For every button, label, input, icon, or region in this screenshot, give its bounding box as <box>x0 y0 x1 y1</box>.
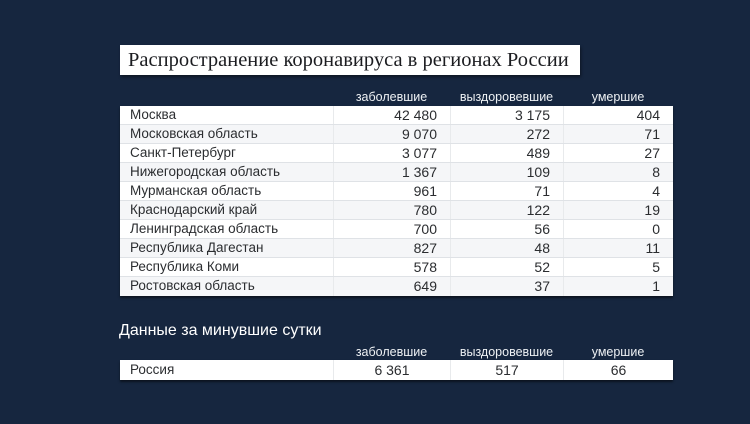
column-header-recovered: выздоровевшие <box>459 345 554 359</box>
infected-value: 780 <box>333 201 450 219</box>
regions-table-header: заболевшие выздоровевшие умершие <box>120 89 673 105</box>
table-row: Россия 6 361 517 66 <box>120 360 673 380</box>
recovered-value: 517 <box>450 360 563 380</box>
table-row: Ростовская область 649 37 1 <box>120 277 673 296</box>
country-name: Россия <box>130 362 175 377</box>
died-value: 1 <box>563 277 673 296</box>
table-row: Нижегородская область 1 367 109 8 <box>120 163 673 182</box>
infected-value: 961 <box>333 182 450 200</box>
column-header-died: умершие <box>591 90 645 104</box>
page-title: Распространение коронавируса в регионах … <box>120 45 580 75</box>
recovered-value: 3 175 <box>450 106 563 124</box>
recovered-value: 48 <box>450 239 563 257</box>
table-row: Краснодарский край 780 122 19 <box>120 201 673 220</box>
table-row: Санкт-Петербург 3 077 489 27 <box>120 144 673 163</box>
died-value: 66 <box>563 360 673 380</box>
infected-value: 9 070 <box>333 125 450 143</box>
recovered-value: 272 <box>450 125 563 143</box>
column-header-infected: заболевшие <box>355 345 428 359</box>
infected-value: 6 361 <box>333 360 450 380</box>
died-value: 0 <box>563 220 673 238</box>
region-name: Московская область <box>130 126 258 141</box>
died-value: 4 <box>563 182 673 200</box>
region-name: Мурманская область <box>130 183 262 198</box>
infected-value: 700 <box>333 220 450 238</box>
recovered-value: 109 <box>450 163 563 181</box>
daily-section-label: Данные за минувшие сутки <box>119 322 322 339</box>
table-row: Московская область 9 070 272 71 <box>120 125 673 144</box>
infected-value: 1 367 <box>333 163 450 181</box>
recovered-value: 489 <box>450 144 563 162</box>
died-value: 11 <box>563 239 673 257</box>
infected-value: 649 <box>333 277 450 296</box>
recovered-value: 56 <box>450 220 563 238</box>
recovered-value: 71 <box>450 182 563 200</box>
infected-value: 578 <box>333 258 450 276</box>
died-value: 27 <box>563 144 673 162</box>
table-row: Республика Дагестан 827 48 11 <box>120 239 673 258</box>
recovered-value: 52 <box>450 258 563 276</box>
died-value: 71 <box>563 125 673 143</box>
table-row: Москва 42 480 3 175 404 <box>120 106 673 125</box>
page-title-text: Распространение коронавируса в регионах … <box>128 49 569 71</box>
daily-table: Россия 6 361 517 66 <box>120 360 673 380</box>
recovered-value: 37 <box>450 277 563 296</box>
region-name: Краснодарский край <box>130 202 258 217</box>
region-name: Москва <box>130 107 177 122</box>
column-header-infected: заболевшие <box>355 90 428 104</box>
regions-table: Москва 42 480 3 175 404 Московская облас… <box>120 106 673 296</box>
column-header-country <box>120 344 333 360</box>
column-header-region <box>120 89 333 105</box>
infected-value: 42 480 <box>333 106 450 124</box>
infected-value: 827 <box>333 239 450 257</box>
died-value: 5 <box>563 258 673 276</box>
recovered-value: 122 <box>450 201 563 219</box>
table-row: Республика Коми 578 52 5 <box>120 258 673 277</box>
region-name: Ленинградская область <box>130 221 279 236</box>
column-header-died: умершие <box>591 345 645 359</box>
table-row: Ленинградская область 700 56 0 <box>120 220 673 239</box>
region-name: Ростовская область <box>130 278 255 293</box>
daily-table-header: заболевшие выздоровевшие умершие <box>120 344 673 360</box>
died-value: 404 <box>563 106 673 124</box>
infected-value: 3 077 <box>333 144 450 162</box>
region-name: Санкт-Петербург <box>130 145 236 160</box>
region-name: Республика Коми <box>130 259 240 274</box>
region-name: Республика Дагестан <box>130 240 264 255</box>
column-header-recovered: выздоровевшие <box>459 90 554 104</box>
table-row: Мурманская область 961 71 4 <box>120 182 673 201</box>
region-name: Нижегородская область <box>130 164 281 179</box>
died-value: 8 <box>563 163 673 181</box>
died-value: 19 <box>563 201 673 219</box>
